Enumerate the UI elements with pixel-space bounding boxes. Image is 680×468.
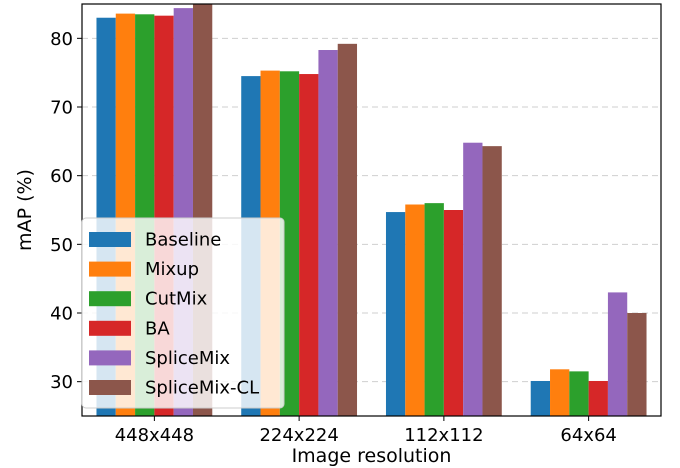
legend-swatch [89,380,131,395]
legend-label: Mixup [145,259,199,280]
legend-label: SpliceMix [145,348,230,369]
x-tick-label: 64x64 [560,425,616,446]
x-tick-label: 448x448 [115,425,194,446]
x-tick-label: 112x112 [404,425,483,446]
bar-splicemix-224x224 [318,50,338,417]
bar-splicemix-cl-224x224 [337,43,358,417]
bar-baseline-112x112 [385,212,406,416]
x-tick-label: 224x224 [259,425,338,446]
y-tick-label: 80 [50,29,73,50]
bar-cutmix-224x224 [279,71,300,416]
bar-ba-112x112 [443,210,464,416]
bar-splicemix-64x64 [607,292,628,416]
y-axis-label: mAP (%) [14,169,36,251]
bar-ba-64x64 [588,380,608,416]
bar-mixup-64x64 [550,369,570,416]
x-axis-label: Image resolution [292,445,452,467]
legend-swatch [89,291,131,307]
y-tick-label: 70 [50,98,73,119]
y-tick-label: 60 [50,166,73,187]
x-axis: 448x448 224x224 112x112 64x64 [115,416,617,446]
bar-ba-224x224 [299,74,319,416]
legend-swatch [89,261,131,277]
legend: Baseline Mixup CutMix BA SpliceMix SpliceMix-… [81,217,285,409]
bar-cutmix-64x64 [569,371,589,416]
y-tick-label: 40 [50,304,73,325]
legend-swatch [89,350,131,366]
legend-swatch [89,232,131,247]
plot-frame [81,3,662,417]
bar-baseline-64x64 [530,380,551,416]
legend-label: Baseline [145,230,221,251]
bar-mixup-112x112 [405,204,425,416]
bar-splicemix-112x112 [463,142,483,416]
y-tick-label: 30 [50,372,73,393]
legend-swatch [89,320,131,336]
bar-splicemix-cl-112x112 [482,146,502,416]
bar-cutmix-112x112 [424,203,444,416]
bar-splicemix-cl-64x64 [627,313,647,416]
y-axis: 30 40 50 60 70 80 [50,29,82,393]
legend-box [81,217,285,409]
legend-label: CutMix [145,289,208,310]
legend-label: BA [145,318,170,339]
legend-label: SpliceMix-CL [145,378,259,399]
y-tick-label: 50 [50,235,73,256]
